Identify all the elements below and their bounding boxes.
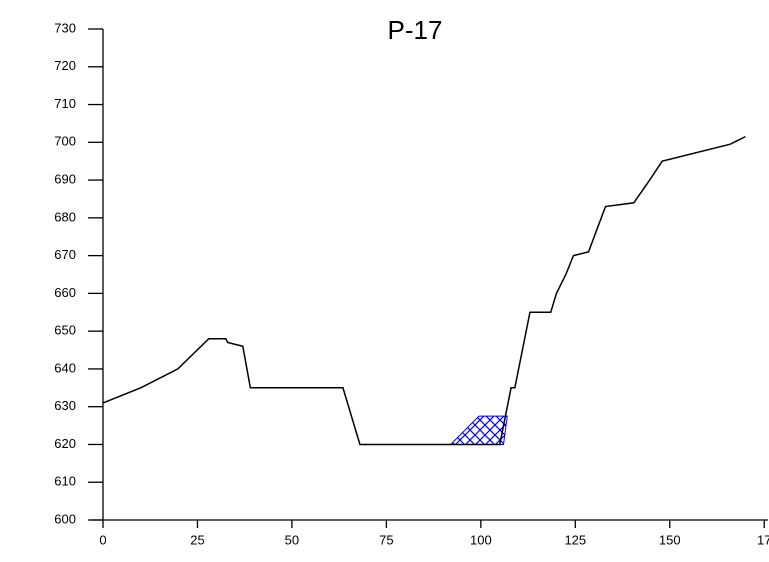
y-tick-label: 670 [54,247,76,262]
y-tick-label: 610 [54,474,76,489]
x-tick-label: 75 [379,532,393,547]
y-tick-label: 630 [54,398,76,413]
y-tick-label: 640 [54,360,76,375]
y-tick-label: 600 [54,511,76,526]
x-tick-label: 0 [99,532,106,547]
x-tick-label: 17 [757,532,769,547]
x-tick-label: 50 [285,532,299,547]
y-tick-label: 620 [54,436,76,451]
x-tick-label: 25 [190,532,204,547]
y-tick-label: 660 [54,285,76,300]
y-tick-label: 710 [54,96,76,111]
y-tick-label: 650 [54,323,76,338]
water-area [449,415,508,445]
y-tick-label: 720 [54,58,76,73]
y-tick-label: 690 [54,172,76,187]
x-tick-label: 125 [564,532,586,547]
y-tick-label: 730 [54,20,76,35]
chart-title: P-17 [388,15,443,45]
y-tick-label: 680 [54,209,76,224]
x-tick-label: 100 [470,532,492,547]
x-tick-label: 150 [659,532,681,547]
profile-line [102,135,746,446]
y-tick-label: 700 [54,134,76,149]
